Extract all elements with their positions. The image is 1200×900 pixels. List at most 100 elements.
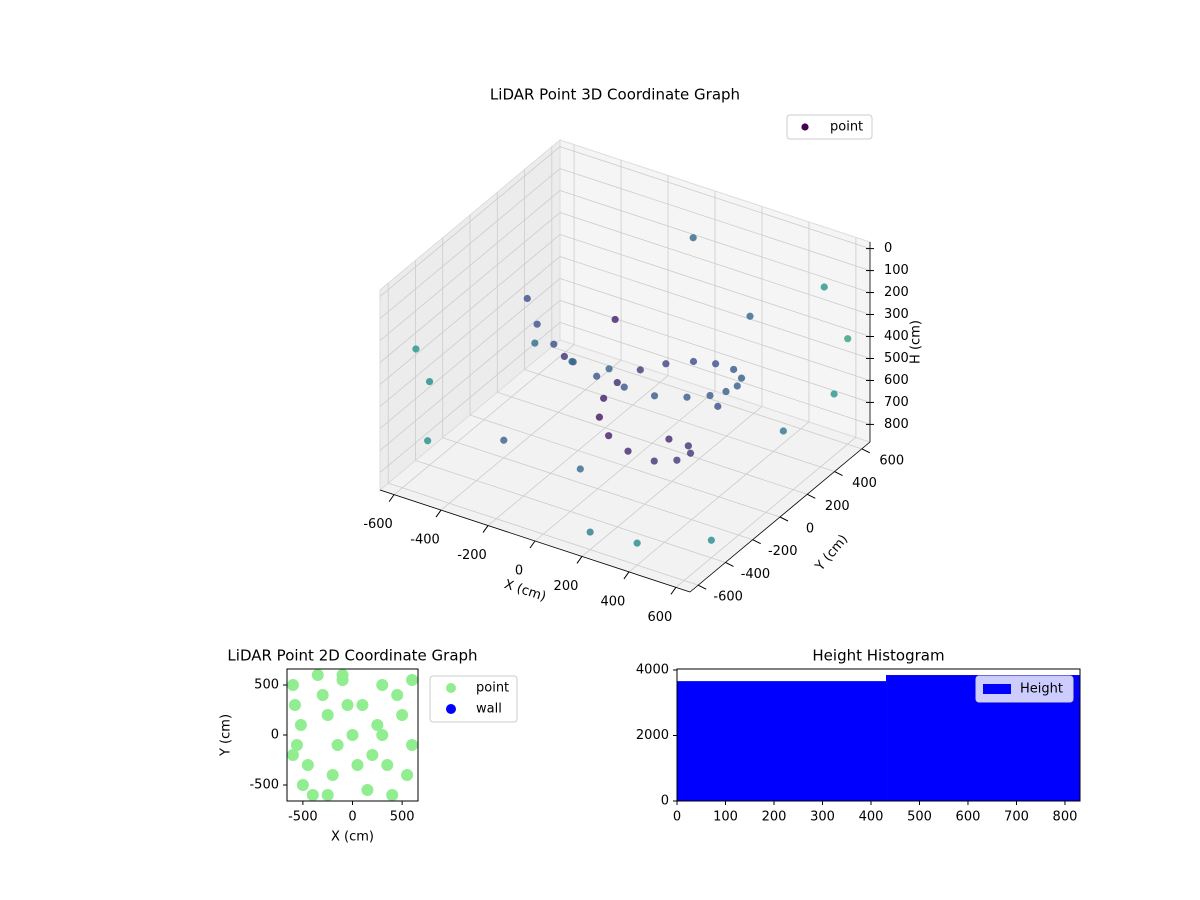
point (412, 345, 420, 353)
y-tick (834, 471, 843, 476)
grid-line (379, 300, 561, 451)
point (533, 320, 541, 328)
point (683, 393, 691, 401)
x-tick (670, 587, 677, 595)
y-tick (807, 493, 816, 499)
x-tick-label: 100 (713, 810, 738, 825)
point (595, 413, 603, 421)
point (341, 699, 354, 711)
x-tick (482, 525, 489, 533)
grid-line (388, 482, 699, 586)
x-tick (435, 509, 442, 518)
y-tick-label: 600 (879, 453, 904, 468)
grid-line (559, 322, 871, 425)
legend-label: Height (1020, 682, 1063, 697)
point (288, 699, 301, 711)
point (381, 759, 394, 771)
grid-line (559, 212, 871, 315)
grid-line (442, 437, 753, 541)
point (830, 390, 838, 398)
x-tick-label: 400 (601, 594, 626, 609)
point (346, 729, 359, 741)
grid-line (524, 369, 835, 472)
y-tick (779, 516, 789, 522)
legend-label: point (830, 120, 863, 135)
y-tick (725, 562, 734, 567)
point (316, 689, 329, 701)
x-tick (388, 494, 395, 502)
y-tick-label: -400 (741, 567, 771, 582)
y-tick-label: 0 (806, 522, 814, 537)
point (294, 719, 307, 731)
legend-marker (983, 684, 1011, 694)
z-tick-label: 500 (884, 351, 909, 366)
legend-marker (446, 704, 456, 714)
chart-title: Height Histogram (812, 647, 944, 665)
y-axis (689, 441, 871, 593)
grid-line (559, 300, 871, 403)
x-tick-label: 700 (1004, 810, 1029, 825)
point (550, 340, 558, 348)
z-tick-label: 0 (884, 241, 892, 256)
point (391, 689, 404, 701)
grid-line (379, 146, 561, 297)
x-tick-label: -500 (288, 810, 318, 825)
y-tick-label: 2000 (636, 728, 669, 743)
point (820, 283, 828, 291)
point (356, 699, 369, 711)
x-tick (576, 556, 583, 564)
point (560, 352, 568, 361)
point (650, 392, 659, 400)
x-tick-label: 200 (762, 810, 787, 825)
x-tick-label: 0 (348, 810, 356, 825)
x-tick-label: -600 (363, 517, 393, 532)
y-tick-label: 400 (852, 476, 877, 491)
grid-line (379, 168, 561, 319)
grid-line (551, 346, 862, 450)
point (684, 442, 692, 450)
bar (677, 681, 887, 801)
point (746, 312, 754, 320)
grid-line (379, 234, 561, 385)
point (321, 789, 334, 801)
z-tick-label: 700 (884, 395, 909, 410)
point (336, 669, 349, 681)
point (424, 437, 432, 445)
legend-marker (446, 683, 456, 693)
point (706, 391, 714, 400)
chart-title: LiDAR Point 2D Coordinate Graph (227, 647, 477, 665)
point (844, 335, 852, 343)
point (650, 457, 658, 465)
point (376, 729, 389, 741)
point (707, 536, 715, 544)
x-axis-label: X (cm) (331, 830, 374, 845)
y-tick-label: 0 (661, 794, 669, 809)
x-tick-label: 500 (907, 810, 932, 825)
x-tick-label: -400 (410, 533, 440, 548)
point (686, 449, 695, 457)
grid-line (559, 234, 871, 337)
legend-label: wall (476, 702, 502, 717)
y-tick-label: 500 (254, 678, 279, 693)
z-tick-label: 400 (884, 329, 909, 344)
point (714, 402, 722, 410)
x-tick-label: -200 (457, 548, 487, 563)
point (733, 382, 741, 390)
z-tick-label: 800 (884, 417, 909, 432)
legend-label: point (476, 681, 509, 696)
legend-box (975, 675, 1074, 703)
grid-line (379, 322, 561, 473)
point (301, 759, 314, 771)
x-tick-label: 600 (956, 810, 981, 825)
grid-line (559, 256, 871, 359)
point (287, 679, 299, 691)
y-tick-label: 0 (271, 728, 279, 743)
point (624, 447, 632, 455)
point (287, 749, 299, 761)
point (376, 679, 389, 691)
point (576, 465, 584, 473)
point (779, 427, 787, 435)
point (386, 789, 399, 801)
y-tick-label: -200 (768, 544, 798, 559)
grid-line (415, 460, 726, 563)
